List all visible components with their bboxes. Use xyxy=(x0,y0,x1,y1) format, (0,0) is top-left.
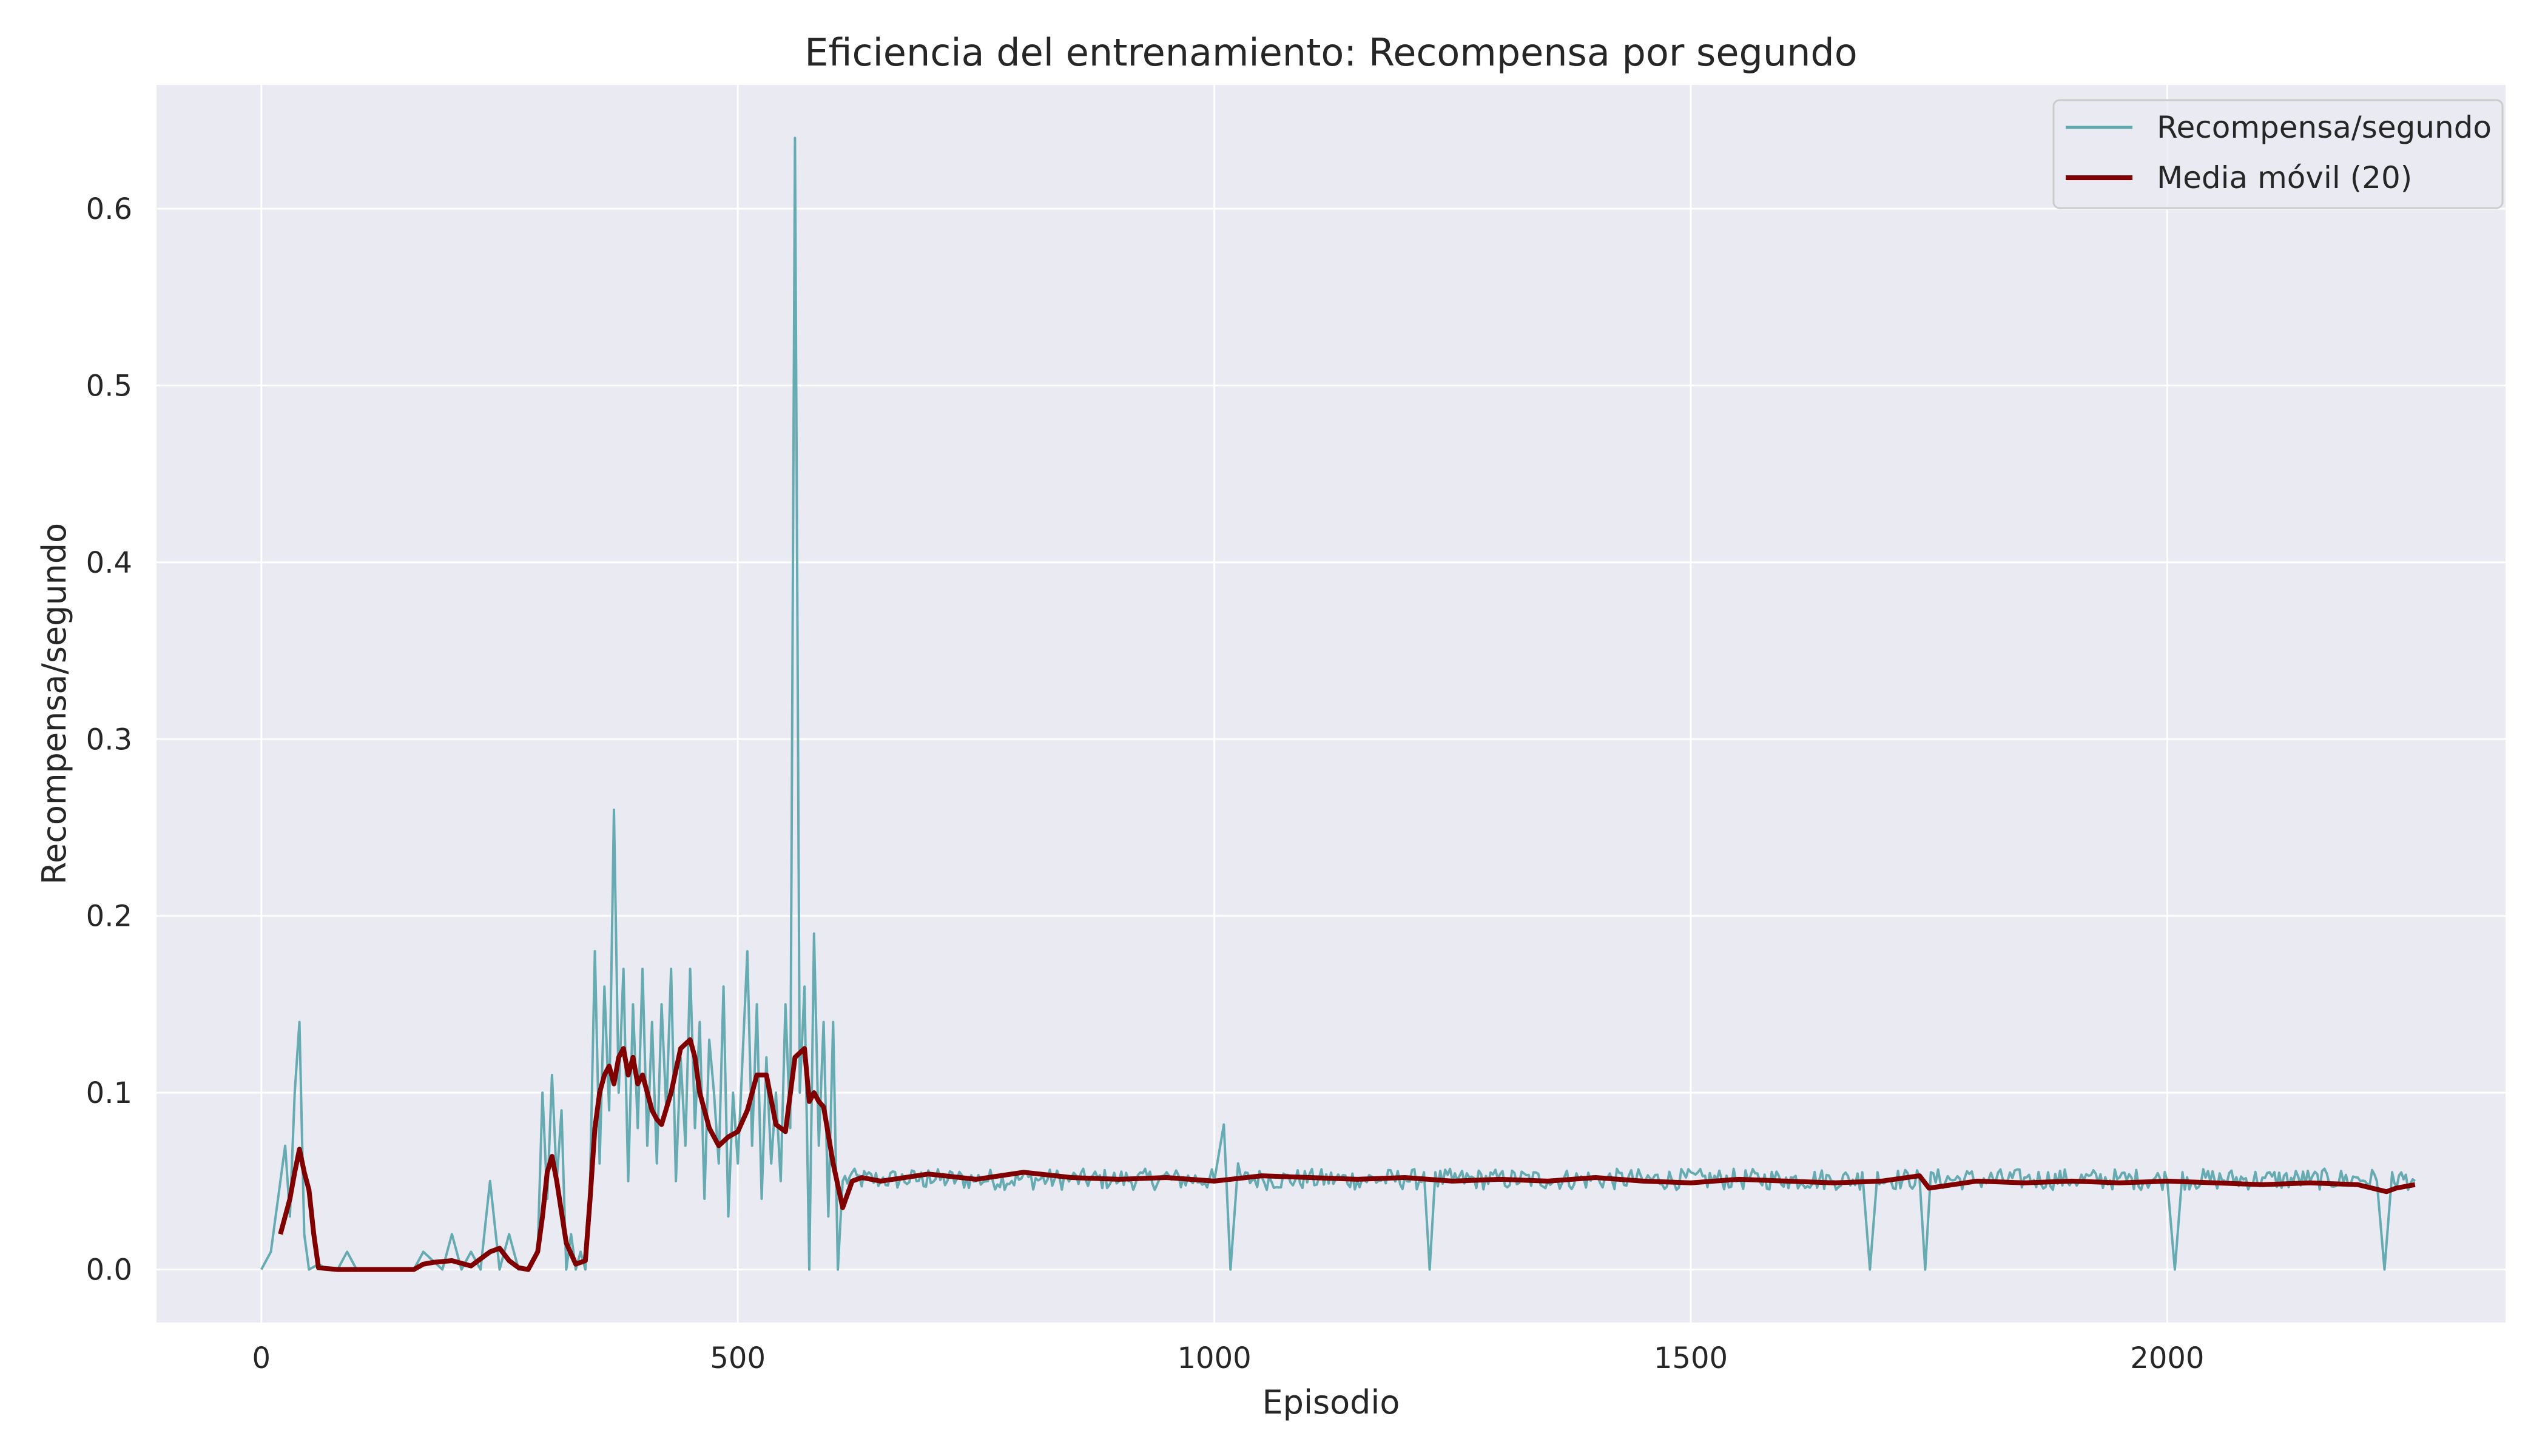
grid-lines xyxy=(157,85,2506,1323)
plot-background xyxy=(157,85,2506,1323)
x-tick-label: 500 xyxy=(710,1341,766,1375)
x-axis-label: Episodio xyxy=(1262,1383,1400,1421)
y-tick-label: 0.2 xyxy=(86,900,132,934)
y-tick-label: 0.1 xyxy=(86,1076,132,1110)
series-layer xyxy=(260,136,2416,1272)
legend-label-raw: Recompensa/segundo xyxy=(2157,110,2492,145)
y-tick-label: 0.0 xyxy=(86,1253,132,1287)
y-axis-label: Recompensa/segundo xyxy=(35,523,73,885)
x-tick-label: 0 xyxy=(252,1341,271,1375)
chart-title: Eficiencia del entrenamiento: Recompensa… xyxy=(804,30,1857,75)
y-tick-label: 0.4 xyxy=(86,546,132,580)
x-tick-label: 1000 xyxy=(1178,1341,1252,1375)
y-tick-label: 0.6 xyxy=(86,192,132,226)
x-tick-label: 2000 xyxy=(2130,1341,2204,1375)
series-line-moving-average xyxy=(278,1037,2416,1272)
legend: Recompensa/segundo Media móvil (20) xyxy=(2052,99,2504,209)
x-tick-labels: 0 500 1000 1500 2000 xyxy=(252,1341,2205,1375)
y-tick-label: 0.5 xyxy=(86,369,132,403)
legend-label-moving-average: Media móvil (20) xyxy=(2157,160,2412,195)
legend-box xyxy=(2052,99,2504,209)
x-tick-label: 1500 xyxy=(1654,1341,1728,1375)
y-tick-labels: 0.0 0.1 0.2 0.3 0.4 0.5 0.6 xyxy=(86,192,132,1287)
y-tick-label: 0.3 xyxy=(86,723,132,757)
